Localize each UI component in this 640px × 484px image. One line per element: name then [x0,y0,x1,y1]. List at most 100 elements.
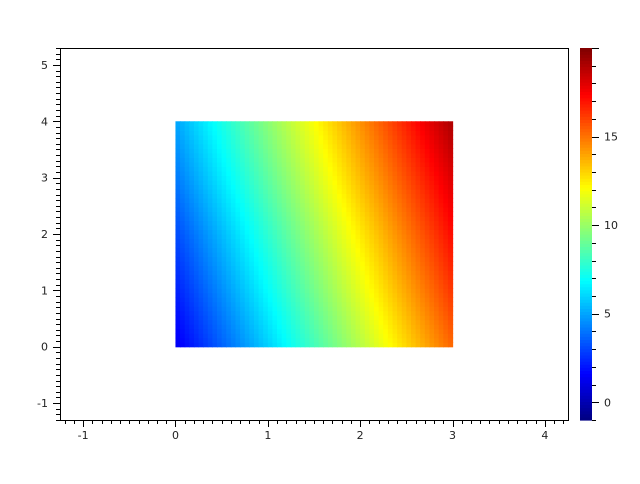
heatmap-cell [318,193,324,199]
heatmap-cell [420,301,426,307]
heatmap-cell [415,197,421,204]
heatmap-cell [290,211,297,217]
heatmap-cell [281,274,287,280]
heatmap-cell [212,265,218,271]
heatmap-cell [350,148,357,154]
heatmap-cell [295,206,301,213]
heatmap-cell [184,324,190,330]
heatmap-cell [318,265,324,271]
heatmap-cell [277,333,283,339]
heatmap-cell [189,315,195,321]
heatmap-cell [309,297,315,303]
heatmap-cell [332,337,338,343]
colorbar-segment [580,413,592,418]
heatmap-cell [277,215,283,222]
heatmap-cell [193,157,200,163]
heatmap-cell [277,188,283,195]
heatmap-cell [249,279,255,285]
heatmap-cell [332,238,338,244]
heatmap-cell [253,175,260,181]
heatmap-cell [337,342,343,348]
heatmap-cell [327,152,334,158]
heatmap-cell [406,270,412,276]
heatmap-cell [226,243,232,249]
heatmap-cell [410,301,417,307]
heatmap-cell [212,252,218,258]
heatmap-cell [286,292,292,298]
heatmap-cell [253,152,260,158]
heatmap-cell [263,220,269,226]
heatmap-cell [258,310,264,316]
heatmap-cell [221,234,227,240]
heatmap-cell [420,315,426,321]
heatmap-cell [253,261,260,267]
heatmap-cell [221,261,227,267]
heatmap-cell [180,220,186,226]
heatmap-cell [346,229,352,235]
heatmap-cell [221,206,227,213]
heatmap-cell [272,306,278,312]
heatmap-cell [304,139,310,145]
heatmap-cell [290,202,297,208]
heatmap-cell [374,256,380,262]
heatmap-cell [434,148,440,154]
heatmap-cell [207,143,213,149]
heatmap-cell [410,306,417,312]
heatmap-cell [374,261,380,267]
heatmap-cell [184,333,190,339]
heatmap-cell [364,319,371,325]
heatmap-cell [406,206,412,213]
heatmap-cell [240,166,246,172]
heatmap-cell [198,301,204,307]
heatmap-cell [355,215,361,222]
heatmap-cell [314,179,320,185]
heatmap-cell [290,197,297,204]
heatmap-cell [300,283,306,289]
heatmap-cell [184,301,190,307]
heatmap-cell [240,342,246,348]
heatmap-cell [360,265,366,271]
heatmap-cell [415,130,421,136]
heatmap-cell [240,206,246,213]
heatmap-cell [244,292,250,298]
heatmap-cell [263,288,269,294]
heatmap-cell [424,297,431,303]
heatmap-cell [263,252,269,258]
heatmap-cell [230,324,237,330]
colorbar-segment [580,320,592,325]
heatmap-cell [406,211,412,217]
heatmap-cell [429,220,435,226]
heatmap-cell [226,247,232,253]
heatmap-cell [193,342,200,348]
heatmap-cell [314,315,320,321]
colorbar-segment [580,196,592,201]
heatmap-cell [272,333,278,339]
heatmap-cell [258,283,264,289]
heatmap-cell [323,324,329,330]
heatmap-cell [438,247,444,253]
heatmap-cell [244,175,250,181]
heatmap-cell [226,166,232,172]
heatmap-cell [263,328,269,334]
heatmap-cell [424,152,431,158]
heatmap-cell [217,261,223,267]
heatmap-cell [378,333,384,339]
colorbar-segment [580,416,592,421]
heatmap-cell [429,243,435,249]
heatmap-cell [226,324,232,330]
heatmap-cell [337,179,343,185]
heatmap-cell [184,121,190,127]
heatmap-cell [434,206,440,213]
heatmap-cell [198,179,204,185]
heatmap-cell [240,175,246,181]
colorbar-segment [580,206,592,210]
heatmap-cell [198,139,204,145]
heatmap-cell [355,152,361,158]
heatmap-cell [332,193,338,199]
heatmap-cell [378,206,384,213]
heatmap-cell [281,161,287,167]
heatmap-cell [369,333,375,339]
heatmap-cell [392,315,398,321]
heatmap-cell [249,148,255,154]
heatmap-cell [230,224,237,231]
